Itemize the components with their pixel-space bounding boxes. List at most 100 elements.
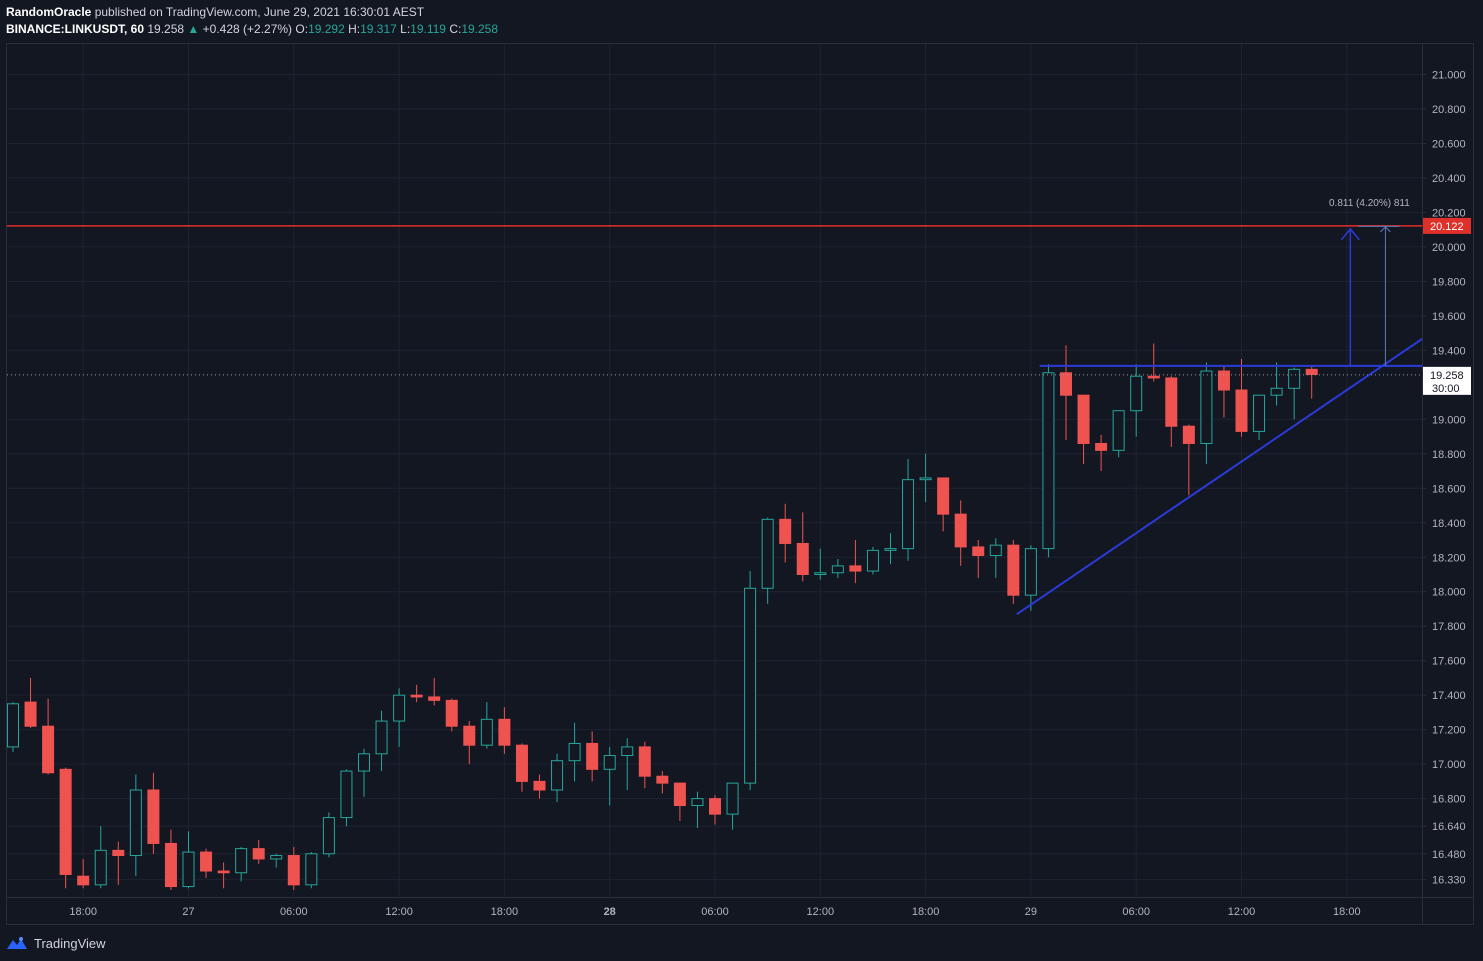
price-tick-label: 17.000 bbox=[1432, 759, 1466, 771]
time-tick-label: 27 bbox=[182, 906, 194, 918]
brand-name[interactable]: TradingView bbox=[34, 935, 106, 951]
price-tick-label: 20.800 bbox=[1432, 104, 1466, 116]
candle-body bbox=[200, 851, 213, 872]
price-tick-label: 20.600 bbox=[1432, 138, 1466, 150]
candle-down bbox=[217, 862, 230, 889]
candle-up bbox=[884, 533, 897, 565]
last-price-label: 19.258 bbox=[1430, 370, 1464, 382]
candle-down bbox=[1235, 358, 1248, 437]
candle-body bbox=[691, 798, 704, 807]
price-tick-label: 19.000 bbox=[1432, 414, 1466, 426]
candle-up bbox=[1288, 367, 1301, 420]
candle-down bbox=[586, 731, 599, 782]
candle-up bbox=[7, 702, 19, 753]
candle-up bbox=[340, 769, 353, 827]
candle-down bbox=[638, 741, 651, 789]
symbol-label[interactable]: BINANCE:LINKUSDT, 60 bbox=[6, 22, 145, 36]
candle-body bbox=[638, 746, 651, 777]
candle-down bbox=[1077, 394, 1090, 465]
candle-body bbox=[498, 718, 511, 746]
candle-body bbox=[954, 513, 967, 548]
candle-body bbox=[1253, 394, 1266, 432]
candle-up bbox=[866, 546, 879, 575]
time-tick-label: 29 bbox=[1025, 906, 1037, 918]
ascending-trendline bbox=[1016, 338, 1423, 615]
resistance-price-label: 20.122 bbox=[1430, 221, 1464, 233]
candle-down bbox=[709, 795, 721, 825]
candle-body bbox=[1095, 442, 1108, 451]
low-value: 19.119 bbox=[410, 22, 446, 36]
candle-body bbox=[428, 696, 441, 701]
last-price-tag bbox=[1423, 366, 1471, 395]
candle-body bbox=[1235, 389, 1248, 432]
candle-body bbox=[1147, 375, 1160, 379]
time-tick-label: 12:00 bbox=[385, 906, 413, 918]
candle-body bbox=[761, 518, 774, 589]
price-tick-label: 16.640 bbox=[1432, 821, 1466, 833]
candle-down bbox=[1147, 343, 1160, 382]
candle-body bbox=[305, 853, 318, 886]
candle-body bbox=[7, 703, 19, 748]
candle-down bbox=[42, 698, 55, 775]
candle-body bbox=[656, 775, 669, 784]
candle-body bbox=[24, 701, 37, 727]
candle-body bbox=[831, 565, 844, 574]
price-tick-label: 20.200 bbox=[1432, 207, 1466, 219]
target-arrow-icon bbox=[1340, 227, 1360, 241]
candle-body bbox=[515, 744, 528, 782]
candle-body bbox=[1305, 368, 1318, 376]
candle-down bbox=[533, 774, 546, 799]
candle-down bbox=[147, 772, 160, 854]
candle-up bbox=[744, 571, 757, 791]
candle-down bbox=[1165, 376, 1178, 447]
candle-down bbox=[463, 721, 476, 765]
candle-body bbox=[1288, 368, 1301, 389]
candle-down bbox=[200, 848, 213, 878]
candle-body bbox=[849, 565, 862, 572]
candle-body bbox=[709, 798, 721, 815]
resistance-price-tag bbox=[1423, 217, 1471, 234]
price-chart[interactable]: 0.811 (4.20%) 811 21.000 20.800 20.600 20.40… bbox=[7, 44, 1473, 924]
close-value: 19.258 bbox=[461, 22, 499, 36]
candle-body bbox=[1060, 372, 1072, 396]
price-tick-label: 17.800 bbox=[1432, 621, 1466, 633]
candle-body bbox=[164, 842, 177, 888]
candle-body bbox=[1165, 377, 1178, 427]
candle-body bbox=[1217, 370, 1230, 391]
author-name[interactable]: RandomOracle bbox=[6, 5, 92, 19]
time-tick-label: 06:00 bbox=[1122, 906, 1150, 918]
candle-down bbox=[445, 698, 458, 732]
candle-down bbox=[954, 500, 967, 566]
candle-up bbox=[182, 831, 195, 889]
candle-body bbox=[358, 753, 370, 772]
candle-up bbox=[919, 453, 932, 503]
candle-down bbox=[59, 767, 72, 889]
candle-down bbox=[498, 707, 511, 754]
candle-up bbox=[270, 853, 283, 868]
grid-lines bbox=[7, 44, 1422, 897]
candle-up bbox=[375, 710, 388, 772]
candle-body bbox=[989, 544, 1002, 557]
candle-up bbox=[568, 722, 581, 782]
candle-up bbox=[621, 738, 634, 791]
low-label: L: bbox=[400, 22, 411, 36]
candle-up bbox=[814, 548, 827, 580]
price-tick-label: 19.800 bbox=[1432, 276, 1466, 288]
price-axis: 21.000 20.800 20.600 20.400 20.200 20.000 19.8… bbox=[1422, 70, 1466, 887]
candle-body bbox=[463, 725, 476, 746]
candle-down bbox=[1095, 434, 1108, 472]
candle-up bbox=[322, 812, 335, 858]
time-tick-label: 12:00 bbox=[1228, 906, 1256, 918]
time-tick-label: 18:00 bbox=[1333, 906, 1361, 918]
candle-down bbox=[849, 540, 862, 584]
candle-body bbox=[94, 849, 107, 886]
candle-body bbox=[603, 755, 616, 770]
candle-down bbox=[972, 540, 985, 578]
candle-up bbox=[480, 702, 493, 749]
candle-body bbox=[77, 875, 90, 886]
candle-body bbox=[586, 742, 599, 770]
price-tick-label: 19.600 bbox=[1432, 311, 1466, 323]
tradingview-logo-icon[interactable] bbox=[6, 935, 28, 951]
open-value: 19.292 bbox=[308, 22, 345, 36]
candle-up bbox=[989, 538, 1002, 578]
